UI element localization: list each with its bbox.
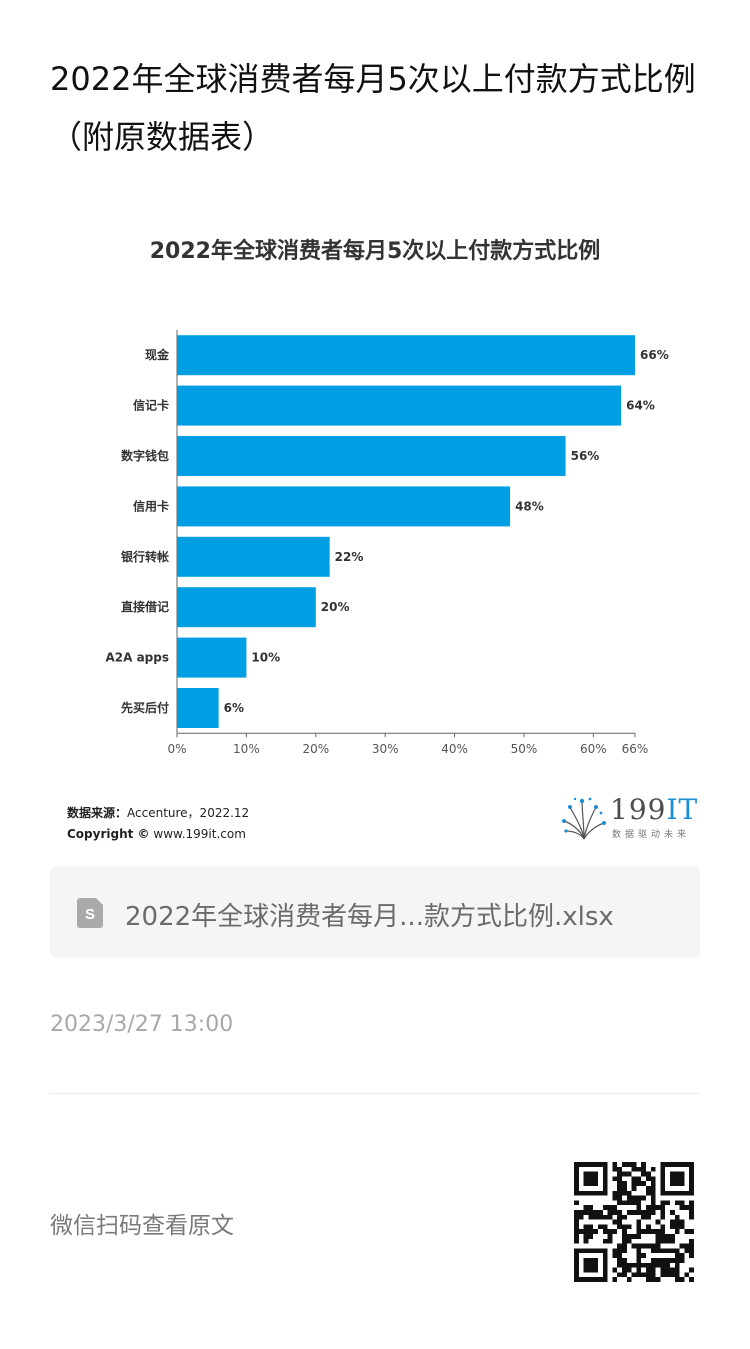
category-label: 数字钱包 [121,448,169,463]
bar [177,486,511,527]
x-tick-label: 66% [622,742,649,756]
source-note: 数据来源：Accenture，2022.12 Copyright © www.1… [67,803,249,845]
chart-title: 2022年全球消费者每月5次以上付款方式比例 [149,239,601,264]
logo-slogan: 数据驱动未来 [612,830,691,840]
data-label: 22% [335,550,364,564]
category-label: 现金 [145,347,170,362]
category-label: 银行转帐 [121,549,169,564]
data-label: 20% [321,600,350,614]
x-tick-label: 50% [511,742,538,756]
category-label: A2A apps [105,651,169,665]
bar [177,688,219,728]
qr-code-icon[interactable] [574,1162,694,1282]
category-label: 直接借记 [121,599,169,614]
data-label: 48% [515,499,544,513]
data-label: 10% [251,651,280,665]
copyright-label: Copyright © [67,827,150,841]
file-name[interactable]: 2022年全球消费者每月...款方式比例.xlsx [125,902,614,932]
data-label: 64% [626,399,655,413]
svg-text:S: S [85,906,95,923]
x-tick-label: 0% [167,742,186,756]
data-label: 56% [571,449,600,463]
spreadsheet-file-icon: S [77,898,103,928]
bar [177,385,622,426]
dandelion-icon [562,797,606,840]
divider [50,1093,700,1094]
category-label: 先买后付 [121,700,169,715]
page-title: 2022年全球消费者每月5次以上付款方式比例（附原数据表） [50,60,696,156]
post-timestamp: 2023/3/27 13:00 [50,1012,234,1037]
data-label: 66% [640,348,669,362]
wechat-scan-label: 微信扫码查看原文 [50,1213,234,1239]
bar-chart: 现金 66% 信记卡 64% 数字钱包 56% 信用卡 48% 银行转帐 22% 直接借记 20% A2… [105,330,669,756]
chart-card: 2022年全球消费者每月5次以上付款方式比例 现金 66% 信记卡 64% 数字钱包 56… [0,215,750,855]
x-tick-label: 40% [441,742,468,756]
x-tick-label: 10% [233,742,260,756]
source-text: Accenture，2022.12 [127,806,250,820]
bar [177,587,316,628]
data-label: 6% [224,701,244,715]
category-label: 信用卡 [133,498,169,513]
bar [177,436,566,476]
x-tick-label: 30% [372,742,399,756]
attachment-file[interactable]: S 2022年全球消费者每月...款方式比例.xlsx [50,866,700,958]
x-tick-label: 20% [302,742,329,756]
logo-wordmark: 199IT [610,793,699,826]
source-label: 数据来源： [67,806,128,820]
bar [177,335,635,376]
category-label: 信记卡 [133,398,169,413]
brand-logo: 199IT 数据驱动未来 [560,793,700,843]
copyright-text: www.199it.com [153,827,246,841]
x-tick-label: 60% [580,742,607,756]
bar [177,536,330,577]
bar [177,637,247,678]
